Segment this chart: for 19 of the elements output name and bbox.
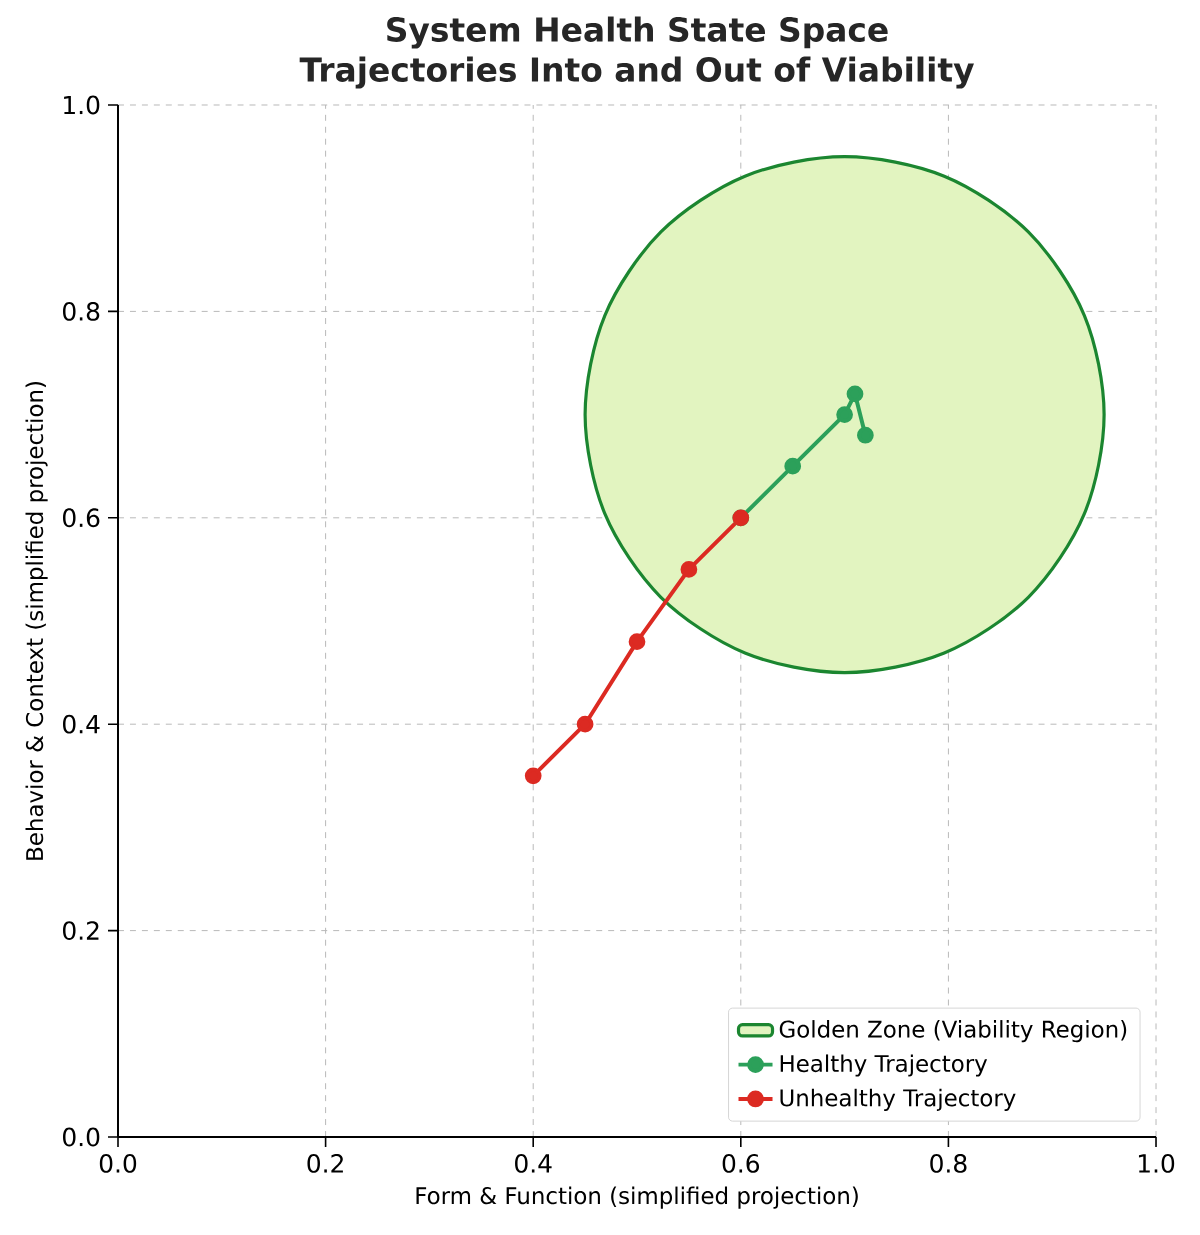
x-tick-label: 0.4 (515, 1154, 552, 1173)
y-tick-label: 0.8 (63, 301, 100, 321)
y-tick-label: 0.4 (63, 714, 100, 734)
y-axis-title: Behavior & Context (simplified projection) (25, 382, 48, 860)
x-tick-label: 0.2 (307, 1154, 343, 1173)
x-axis-title: Form & Function (simplified projection) (416, 1186, 858, 1209)
y-tick-label: 0.2 (63, 921, 99, 941)
chart-title: System Health State Space (387, 16, 888, 49)
x-tick-label: 0.6 (722, 1154, 760, 1173)
y-tick-label: 0.0 (63, 1127, 100, 1147)
x-tick-label: 0.8 (930, 1154, 967, 1173)
legend-label: Unhealthy Trajectory (780, 1088, 1016, 1111)
legend-label: Healthy Trajectory (780, 1054, 988, 1077)
x-tick-label: 1.0 (1138, 1154, 1175, 1173)
y-tick-label: 0.6 (63, 508, 100, 528)
y-tick-label: 1.0 (64, 95, 100, 115)
x-tick-label: 0.0 (99, 1154, 137, 1173)
legend-label: Golden Zone (Viability Region) (779, 1020, 1127, 1043)
chart-subtitle: Trajectories Into and Out of Viability (299, 56, 974, 89)
